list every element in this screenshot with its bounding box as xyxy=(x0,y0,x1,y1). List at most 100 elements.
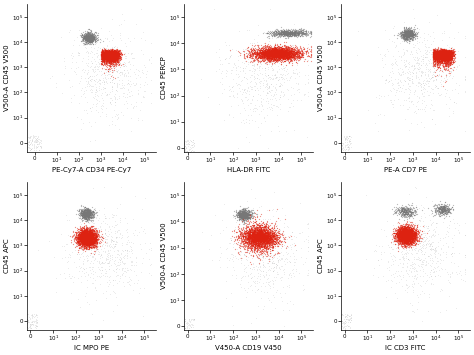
Point xyxy=(82,231,89,237)
Point xyxy=(243,213,251,219)
Point xyxy=(405,241,413,247)
Point xyxy=(86,232,93,238)
Point xyxy=(405,228,412,234)
Point xyxy=(272,236,279,241)
Point xyxy=(272,50,279,56)
Point xyxy=(421,42,429,47)
Point xyxy=(273,50,280,56)
Point xyxy=(91,237,99,242)
Point xyxy=(99,100,107,105)
Point xyxy=(401,235,408,240)
Point xyxy=(264,250,271,256)
Point xyxy=(109,50,116,56)
Point xyxy=(445,53,452,59)
Point xyxy=(245,208,253,214)
Point xyxy=(408,31,416,36)
Point xyxy=(270,32,277,37)
Point xyxy=(266,285,274,291)
Point xyxy=(394,206,402,211)
Point xyxy=(85,207,92,213)
Point xyxy=(247,46,255,51)
Point xyxy=(84,236,92,241)
Point xyxy=(271,54,279,59)
Point xyxy=(390,230,398,236)
Point xyxy=(112,55,119,61)
Point xyxy=(396,233,404,239)
Point xyxy=(429,54,437,60)
Point xyxy=(257,242,264,248)
Point xyxy=(440,51,448,56)
Point xyxy=(407,236,414,241)
Point xyxy=(405,285,412,290)
Point xyxy=(21,318,28,324)
Point xyxy=(395,229,403,235)
Point xyxy=(433,52,440,58)
Point xyxy=(83,34,91,39)
Point xyxy=(84,233,92,238)
Point xyxy=(248,232,255,238)
Point xyxy=(401,226,409,232)
Point xyxy=(401,231,409,237)
Point xyxy=(438,53,446,58)
Point xyxy=(87,238,94,244)
Point xyxy=(87,33,95,38)
Point xyxy=(393,229,401,235)
Point xyxy=(256,236,264,242)
Point xyxy=(101,230,109,236)
Point xyxy=(429,69,437,75)
Point xyxy=(441,50,448,56)
Point xyxy=(261,53,268,58)
Point xyxy=(81,242,88,248)
Point xyxy=(83,240,91,246)
Point xyxy=(256,222,264,228)
Point xyxy=(416,263,423,268)
Point xyxy=(438,50,446,56)
Point xyxy=(286,51,294,57)
Point xyxy=(440,206,447,211)
Point xyxy=(260,221,267,227)
Point xyxy=(103,54,111,59)
Point xyxy=(86,78,94,83)
Point xyxy=(436,58,443,63)
Point xyxy=(400,228,408,234)
Point xyxy=(447,274,454,279)
Point xyxy=(78,239,86,244)
Point xyxy=(89,227,97,233)
Point xyxy=(112,52,120,58)
Point xyxy=(271,52,279,58)
Point xyxy=(444,53,452,59)
Point xyxy=(104,50,112,56)
Point xyxy=(80,238,87,244)
Point xyxy=(179,317,186,323)
Point xyxy=(237,212,245,218)
Point xyxy=(403,239,411,245)
Point xyxy=(400,229,408,235)
Point xyxy=(252,241,259,247)
Point xyxy=(429,60,437,66)
Point xyxy=(256,235,264,241)
Point xyxy=(410,212,418,218)
Point xyxy=(87,230,95,236)
Point xyxy=(109,51,117,57)
Point xyxy=(263,80,271,86)
Point xyxy=(409,233,417,238)
Point xyxy=(398,237,405,243)
Point xyxy=(430,53,438,59)
Point xyxy=(269,66,277,72)
Point xyxy=(290,30,298,36)
Point xyxy=(267,51,274,57)
Point xyxy=(260,48,268,53)
Point xyxy=(255,58,263,64)
Point xyxy=(284,31,292,37)
Point xyxy=(263,44,271,50)
Point xyxy=(438,51,445,57)
Point xyxy=(103,58,111,63)
Point xyxy=(294,49,302,54)
Point xyxy=(112,61,120,67)
Point xyxy=(433,51,440,57)
Point xyxy=(111,54,118,60)
Point xyxy=(85,232,92,238)
Point xyxy=(82,32,90,38)
Point xyxy=(80,233,88,239)
Point xyxy=(272,239,279,245)
